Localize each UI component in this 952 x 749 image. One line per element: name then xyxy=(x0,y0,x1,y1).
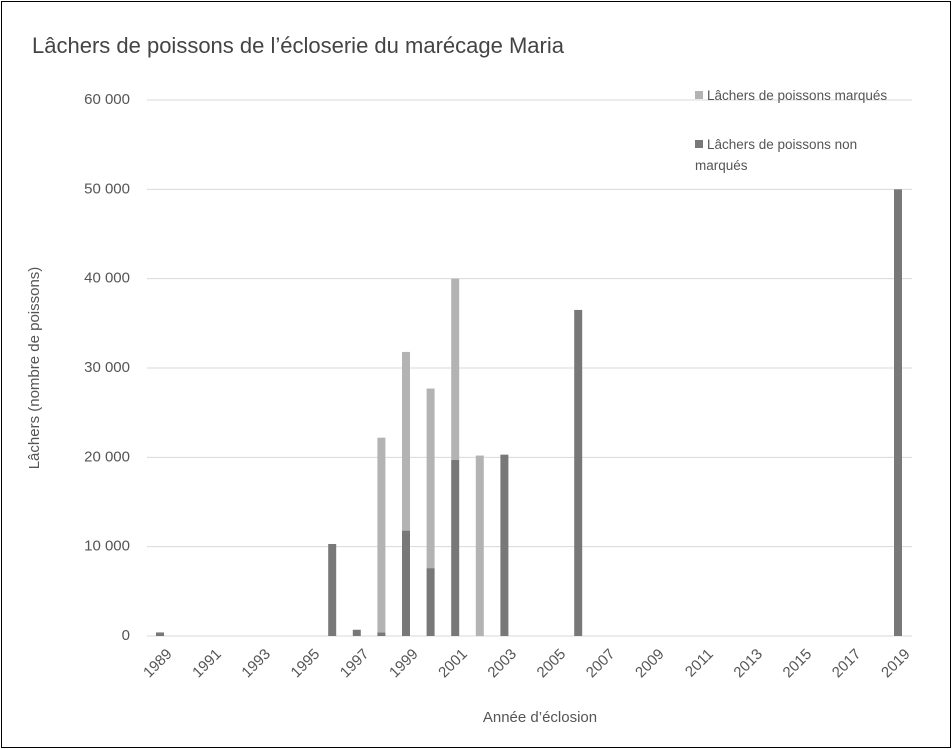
x-tick-label: 1997 xyxy=(337,646,373,682)
legend-item: Lâchers de poissons marqués xyxy=(695,85,895,106)
x-axis-label: Année d’éclosion xyxy=(483,709,597,726)
bar-segment xyxy=(500,454,509,636)
bar-segment xyxy=(574,309,583,636)
bar-segment xyxy=(894,189,902,637)
legend-item: Lâchers de poissons non marqués xyxy=(695,134,895,176)
y-tick-label: 40 000 xyxy=(84,270,130,287)
chart-title: Lâchers de poissons de l’écloserie du ma… xyxy=(32,33,565,58)
x-tick-label: 2017 xyxy=(829,646,865,682)
legend-swatch xyxy=(695,91,703,99)
legend-swatch xyxy=(695,140,703,148)
x-tick-label: 1993 xyxy=(238,646,274,682)
bar-segment xyxy=(377,632,386,636)
bar-segment xyxy=(426,568,435,636)
y-axis-label: Lâchers (nombre de poissons) xyxy=(26,267,43,470)
bar-segment xyxy=(352,629,361,636)
y-tick-label: 30 000 xyxy=(84,359,130,376)
bar-segment xyxy=(475,455,484,636)
x-tick-label: 2001 xyxy=(435,646,471,682)
x-tick-label: 2007 xyxy=(583,646,619,682)
x-tick-label: 1999 xyxy=(386,646,422,682)
bar-segment xyxy=(402,351,410,531)
legend-label: Lâchers de poissons non marqués xyxy=(695,137,858,173)
bar-segment xyxy=(377,437,386,633)
x-tick-label: 2015 xyxy=(780,646,816,682)
bar-segment xyxy=(156,632,164,636)
x-tick-label: 2009 xyxy=(632,646,668,682)
x-tick-label: 2005 xyxy=(534,646,570,682)
x-tick-label: 2019 xyxy=(878,646,914,682)
bar-segment xyxy=(451,460,460,636)
y-tick-label: 0 xyxy=(122,627,130,644)
x-tick-label: 2011 xyxy=(682,646,717,681)
y-tick-label: 60 000 xyxy=(84,91,130,108)
bar-segment xyxy=(451,278,460,461)
y-tick-label: 10 000 xyxy=(84,538,130,555)
bar-segment xyxy=(328,543,337,636)
x-tick-label: 2003 xyxy=(484,646,520,682)
bar-segment xyxy=(426,388,435,569)
x-tick-label: 2013 xyxy=(730,646,766,682)
legend-label: Lâchers de poissons marqués xyxy=(707,88,888,103)
x-tick-label: 1991 xyxy=(189,646,225,682)
x-tick-label: 1989 xyxy=(140,646,176,682)
y-tick-label: 20 000 xyxy=(84,448,130,465)
bar-segment xyxy=(402,530,410,636)
y-tick-label: 50 000 xyxy=(84,180,130,197)
x-tick-label: 1995 xyxy=(288,646,324,682)
